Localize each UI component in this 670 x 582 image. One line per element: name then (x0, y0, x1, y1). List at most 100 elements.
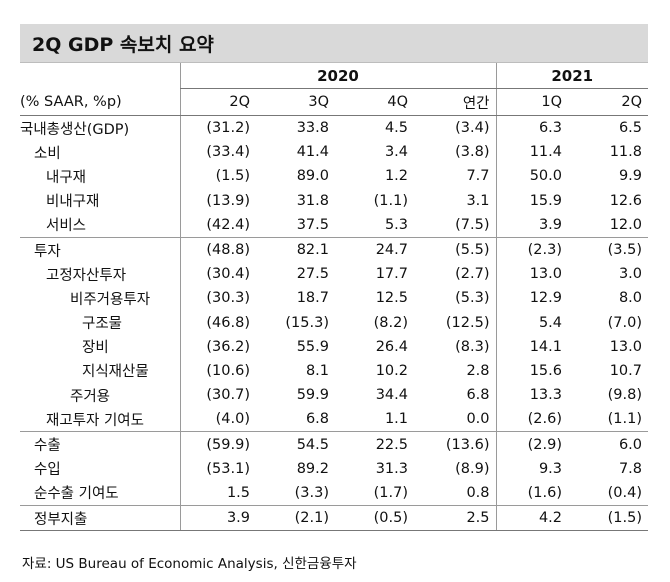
row-value: (1.1) (607, 411, 642, 428)
row-value: (10.6) (179, 358, 256, 384)
column-header-row: (% SAAR, %p) 2Q 3Q 4Q 연간 1Q 2Q (20, 88, 648, 116)
row-label: 재고투자 기여도 (46, 412, 144, 429)
row-value: 13.0 (495, 262, 568, 287)
row-value: (46.8) (179, 310, 256, 335)
row-value: 3.9 (495, 212, 568, 238)
table-row: 정부지출 3.9 (2.1) (0.5) 2.5 4.2 (1.5) (20, 504, 648, 532)
table-row: 장비 (36.2) 55.9 26.4 (8.3) 14.1 13.0 (20, 334, 648, 359)
row-value: 27.5 (296, 266, 329, 283)
row-value: 6.8 (305, 411, 329, 428)
table-row: 순수출 기여도 1.5 (3.3) (1.7) 0.8 (1.6) (0.4) (20, 480, 648, 506)
year-2020-header: 2020 (179, 63, 496, 89)
table-row: 비내구재 (13.9) 31.8 (1.1) 3.1 15.9 12.6 (20, 188, 648, 213)
row-value: 3.1 (466, 192, 490, 209)
row-value: 33.8 (296, 120, 329, 137)
row-label: 수입 (34, 462, 61, 479)
row-value: 10.2 (375, 362, 408, 379)
row-value: 13.3 (495, 383, 568, 408)
row-label: 서비스 (46, 218, 87, 235)
row-value: (1.5) (568, 504, 648, 532)
row-value: 89.0 (296, 168, 329, 185)
row-value: 7.8 (618, 460, 642, 477)
row-value: 6.0 (568, 431, 648, 457)
source-note: 자료: US Bureau of Economic Analysis, 신한금융… (22, 556, 357, 572)
row-value: 17.7 (375, 266, 408, 283)
row-value: 2.8 (466, 362, 490, 379)
row-label: 비주거용투자 (70, 291, 151, 308)
table-row: 재고투자 기여도 (4.0) 6.8 1.1 0.0 (2.6) (1.1) (20, 407, 648, 432)
row-label: 장비 (82, 340, 109, 357)
row-value: (2.9) (495, 431, 568, 457)
row-label: 국내총생산(GDP) (20, 121, 130, 138)
row-value: (8.2) (373, 314, 408, 331)
row-value: (30.3) (179, 286, 256, 311)
row-value: (2.1) (256, 504, 335, 532)
row-value: (5.5) (414, 236, 496, 263)
row-value: (4.0) (179, 407, 256, 432)
row-value: 59.9 (296, 387, 329, 404)
row-value: (2.6) (495, 407, 568, 432)
row-value: (59.9) (179, 431, 256, 457)
row-value: 1.2 (384, 168, 408, 185)
row-value: (8.3) (455, 338, 490, 355)
table-row: 지식재산물 (10.6) 8.1 10.2 2.8 15.6 10.7 (20, 358, 648, 384)
row-value: 0.0 (466, 411, 490, 428)
row-value: (8.9) (455, 460, 490, 477)
row-value: 3.9 (179, 504, 256, 532)
row-value: 55.9 (296, 338, 329, 355)
row-label: 비내구재 (46, 194, 100, 211)
row-value: (1.6) (495, 480, 568, 506)
row-value: 14.1 (495, 334, 568, 359)
row-label: 정부지출 (20, 504, 180, 532)
col-header-2021-2q: 2Q (568, 88, 648, 116)
table-row: 수입 (53.1) 89.2 31.3 (8.9) 9.3 7.8 (20, 456, 648, 481)
gdp-summary-table: 2020 2021 (% SAAR, %p) 2Q 3Q 4Q 연간 1Q 2Q… (20, 63, 648, 532)
row-value: 12.0 (609, 216, 642, 233)
row-value: (2.3) (495, 236, 568, 263)
year-2021-header: 2021 (495, 63, 648, 89)
row-value: 8.1 (305, 362, 329, 379)
row-value: 9.9 (618, 168, 642, 185)
col-header-2020-annual: 연간 (414, 88, 496, 116)
row-value: 6.8 (466, 387, 490, 404)
table-row: 국내총생산(GDP) (31.2) 33.8 4.5 (3.4) 6.3 6.5 (20, 115, 648, 141)
row-label: 구조물 (82, 316, 123, 333)
row-value: 22.5 (335, 431, 414, 457)
row-value: 6.3 (495, 115, 568, 141)
table-row: 비주거용투자 (30.3) 18.7 12.5 (5.3) 12.9 8.0 (20, 286, 648, 311)
row-value: 9.3 (495, 456, 568, 481)
row-value: 0.8 (466, 484, 490, 501)
row-value: (2.7) (455, 266, 490, 283)
row-label: 지식재산물 (82, 364, 149, 381)
table-row: 서비스 (42.4) 37.5 5.3 (7.5) 3.9 12.0 (20, 212, 648, 238)
row-value: (53.1) (179, 456, 256, 481)
row-value: 41.4 (296, 144, 329, 161)
unit-label: (% SAAR, %p) (20, 88, 180, 116)
col-header-2020-2q: 2Q (179, 88, 256, 116)
row-value: (3.5) (568, 236, 648, 263)
row-value: (12.5) (445, 314, 490, 331)
row-value: 12.9 (495, 286, 568, 311)
row-label: 내구재 (46, 169, 87, 186)
row-value: (33.4) (179, 140, 256, 165)
row-value: (7.0) (607, 314, 642, 331)
table-row: 주거용 (30.7) 59.9 34.4 6.8 13.3 (9.8) (20, 383, 648, 408)
report-table-panel: 2Q GDP 속보치 요약 2020 2021 (% SAAR, %p) 2Q … (20, 24, 648, 532)
row-value: 31.8 (296, 192, 329, 209)
row-value: (30.7) (179, 383, 256, 408)
row-value: (3.3) (294, 484, 329, 501)
table-title: 2Q GDP 속보치 요약 (20, 24, 648, 63)
row-value: (15.3) (285, 314, 329, 331)
row-value: (7.5) (455, 216, 490, 233)
row-value: (13.6) (414, 431, 496, 457)
row-value: 4.2 (495, 504, 568, 532)
col-header-2020-3q: 3Q (256, 88, 335, 116)
row-value: 50.0 (495, 164, 568, 189)
row-value: 8.0 (618, 290, 642, 307)
table-row: 수출 (59.9) 54.5 22.5 (13.6) (2.9) 6.0 (20, 431, 648, 457)
row-label: 고정자산투자 (46, 267, 127, 284)
row-value: 10.7 (609, 362, 642, 379)
table-row: 투자 (48.8) 82.1 24.7 (5.5) (2.3) (3.5) (20, 236, 648, 263)
row-value: (1.5) (179, 164, 256, 189)
row-value: 11.8 (609, 144, 642, 161)
